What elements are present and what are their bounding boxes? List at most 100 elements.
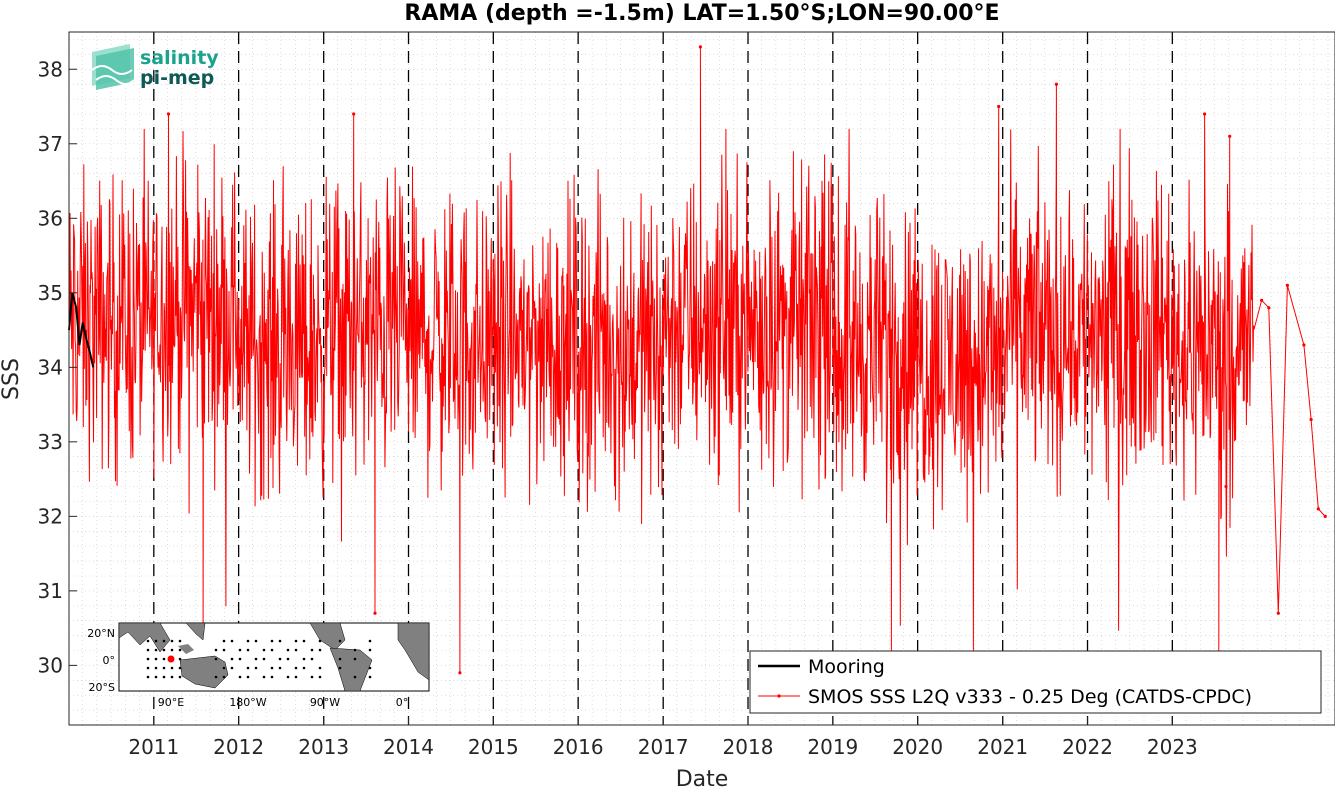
x-tick-label-2020: 2020 (892, 735, 943, 759)
map-dot (170, 648, 174, 652)
map-dot (154, 666, 158, 670)
north-america-landmass (309, 622, 346, 651)
map-dot (246, 675, 250, 679)
map-dot (270, 639, 274, 643)
map-dot (270, 675, 274, 679)
map-dot (302, 639, 306, 643)
smos-point (1276, 611, 1280, 615)
map-dot (368, 639, 372, 643)
map-dot (353, 675, 357, 679)
logo-line2: pi-mep (140, 67, 214, 89)
map-dot (294, 639, 298, 643)
map-dot (318, 675, 322, 679)
inset-map: 20°N 0° 20°S 90°E 180°W 90°W 0° (87, 622, 430, 709)
map-dot (302, 657, 306, 661)
smos-point (1302, 343, 1306, 347)
x-tick-label-2016: 2016 (553, 735, 604, 759)
legend: Mooring SMOS SSS L2Q v333 - 0.25 Deg (CA… (749, 650, 1322, 714)
x-tick-label-2013: 2013 (298, 735, 349, 759)
map-lon-0: 0° (396, 696, 409, 709)
smos-point (458, 671, 462, 675)
map-dot (310, 675, 314, 679)
map-dot (162, 657, 166, 661)
east-asia-landmass (185, 622, 206, 641)
x-tick-label-2014: 2014 (383, 735, 434, 759)
map-dot (178, 666, 182, 670)
map-dot (154, 648, 158, 652)
map-lon-90w: 90°W (310, 696, 340, 709)
map-dot (246, 666, 250, 670)
map-dot (162, 639, 166, 643)
indonesia-landmass (178, 644, 194, 654)
logo-line1: salinity (140, 47, 219, 69)
map-dot (310, 657, 314, 661)
map-dot (230, 639, 234, 643)
map-dot (162, 666, 166, 670)
smos-point (1316, 507, 1320, 511)
x-tick-label-2015: 2015 (468, 735, 519, 759)
map-dot (318, 666, 322, 670)
legend-mooring-label: Mooring (808, 656, 885, 678)
smos-point (1224, 484, 1228, 489)
map-dot (254, 657, 258, 661)
smos-point (1228, 134, 1232, 138)
map-dot (338, 657, 342, 661)
x-tick-label-2022: 2022 (1062, 735, 1113, 759)
smos-point (1285, 283, 1289, 287)
map-dot (238, 675, 242, 679)
map-dot (302, 666, 306, 670)
africa-landmass (397, 622, 430, 681)
smos-point (698, 45, 703, 49)
mooring-line (68, 292, 95, 368)
map-dot (178, 675, 182, 679)
y-axis-label: SSS (0, 358, 24, 400)
y-tick-label-30: 30 (38, 653, 63, 677)
map-dot (246, 639, 250, 643)
logo-waves-icon (91, 44, 135, 90)
map-dot (222, 639, 226, 643)
mooring-array-dots (146, 639, 372, 679)
map-dot (162, 648, 166, 652)
y-tick-label-35: 35 (38, 281, 63, 305)
y-tick-label-32: 32 (38, 504, 63, 528)
grid (68, 32, 1335, 726)
map-dot (318, 648, 322, 652)
legend-smos-marker (777, 694, 781, 698)
map-lat-20s: 20°S (89, 681, 115, 694)
map-dot (162, 675, 166, 679)
map-dot (278, 657, 282, 661)
map-lon-180w: 180°W (229, 696, 266, 709)
map-dot (230, 666, 234, 670)
smos-series (68, 45, 1327, 675)
map-dot (154, 639, 158, 643)
map-dot (222, 666, 226, 670)
y-tick-label-37: 37 (38, 132, 63, 156)
map-dot (278, 639, 282, 643)
map-dot (368, 648, 372, 652)
map-dot (146, 657, 150, 661)
map-dot (178, 648, 182, 652)
map-dot (254, 666, 258, 670)
map-dot (286, 657, 290, 661)
y-axis-ticks: 30 31 32 33 34 35 36 37 38 (38, 57, 77, 677)
y-tick-label-33: 33 (38, 430, 63, 454)
map-dot (338, 639, 342, 643)
legend-smos-label: SMOS SSS L2Q v333 - 0.25 Deg (CATDS-CPDC… (808, 686, 1252, 708)
map-dot (238, 657, 242, 661)
map-dot (262, 648, 266, 652)
map-dot (286, 675, 290, 679)
map-dot (154, 657, 158, 661)
smos-point (997, 104, 1001, 109)
smos-point (166, 112, 171, 116)
asia-landmass (118, 622, 171, 653)
map-dot (254, 639, 258, 643)
x-tick-label-2018: 2018 (723, 735, 774, 759)
map-dot (170, 639, 174, 643)
mooring-series (68, 292, 95, 368)
x-tick-label-2011: 2011 (128, 735, 179, 759)
smos-point (1054, 82, 1058, 86)
salinity-pi-mep-logo: salinity pi-mep (91, 44, 219, 90)
map-dot (318, 639, 322, 643)
smos-point (352, 112, 356, 116)
